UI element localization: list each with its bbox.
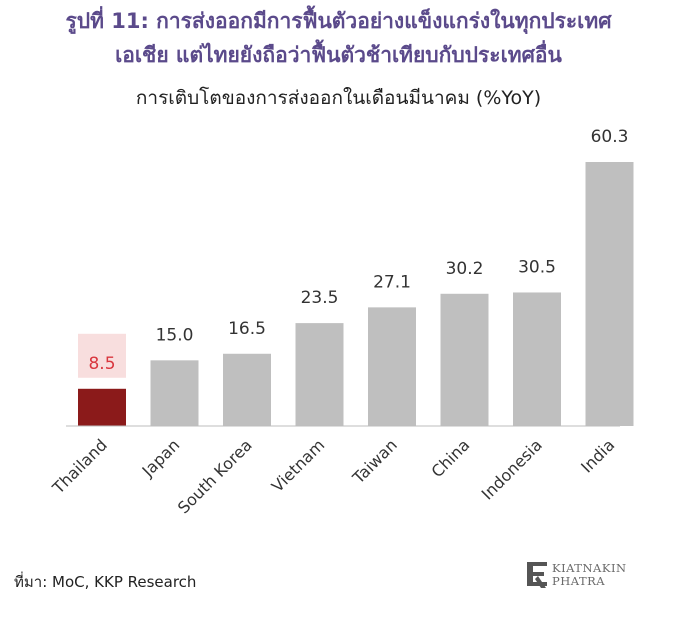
bar-chart: 8.5 Thailand 15.0 Japan 16.5 South Korea 23.5 V… [48, 127, 634, 517]
x-tick-label-japan: Japan [138, 435, 184, 481]
chart-subtitle: การเติบโตของการส่งออกในเดือนมีนาคม (%YoY… [135, 87, 542, 109]
bar-vietnam [295, 323, 344, 426]
data-label-taiwan: 27.1 [373, 272, 411, 292]
bar-thailand [78, 388, 126, 426]
chart-title-line-2: เอเชีย แต่ไทยยังถือว่าฟื้นตัวช้าเทียบกับ… [115, 43, 562, 67]
x-tick-label-vietnam: Vietnam [268, 435, 329, 496]
bar-japan [150, 360, 199, 426]
highlight-label-background [78, 333, 126, 378]
x-tick-label-thailand: Thailand [48, 435, 111, 498]
logo-text-line-2: PHATRA [552, 574, 606, 588]
data-label-south-korea: 16.5 [228, 319, 266, 339]
kiatnakin-phatra-logo: KIATNAKIN PHATRA [524, 558, 674, 598]
bar-china [440, 293, 489, 426]
kkp-logo-icon [527, 562, 547, 588]
bar-taiwan [368, 307, 416, 426]
bar-india [585, 162, 634, 426]
data-label-vietnam: 23.5 [301, 288, 339, 308]
data-label-indonesia: 30.5 [518, 257, 556, 277]
x-tick-label-china: China [428, 435, 474, 481]
logo-text-line-1: KIATNAKIN [552, 561, 627, 575]
x-tick-label-indonesia: Indonesia [478, 435, 546, 503]
data-label-china: 30.2 [446, 259, 484, 279]
bar-indonesia [513, 292, 561, 426]
x-tick-label-taiwan: Taiwan [348, 435, 401, 488]
data-label-japan: 15.0 [156, 325, 194, 345]
x-tick-label-south-korea: South Korea [174, 435, 256, 517]
x-tick-label-india: India [577, 435, 618, 476]
source-note: ที่มา: MoC, KKP Research [14, 573, 197, 591]
data-label-thailand: 8.5 [88, 354, 115, 374]
data-label-india: 60.3 [591, 127, 629, 147]
bar-south-korea [223, 353, 271, 426]
chart-title-line-1: รูปที่ 11: การส่งออกมีการฟื้นตัวอย่างแข็… [65, 9, 612, 33]
